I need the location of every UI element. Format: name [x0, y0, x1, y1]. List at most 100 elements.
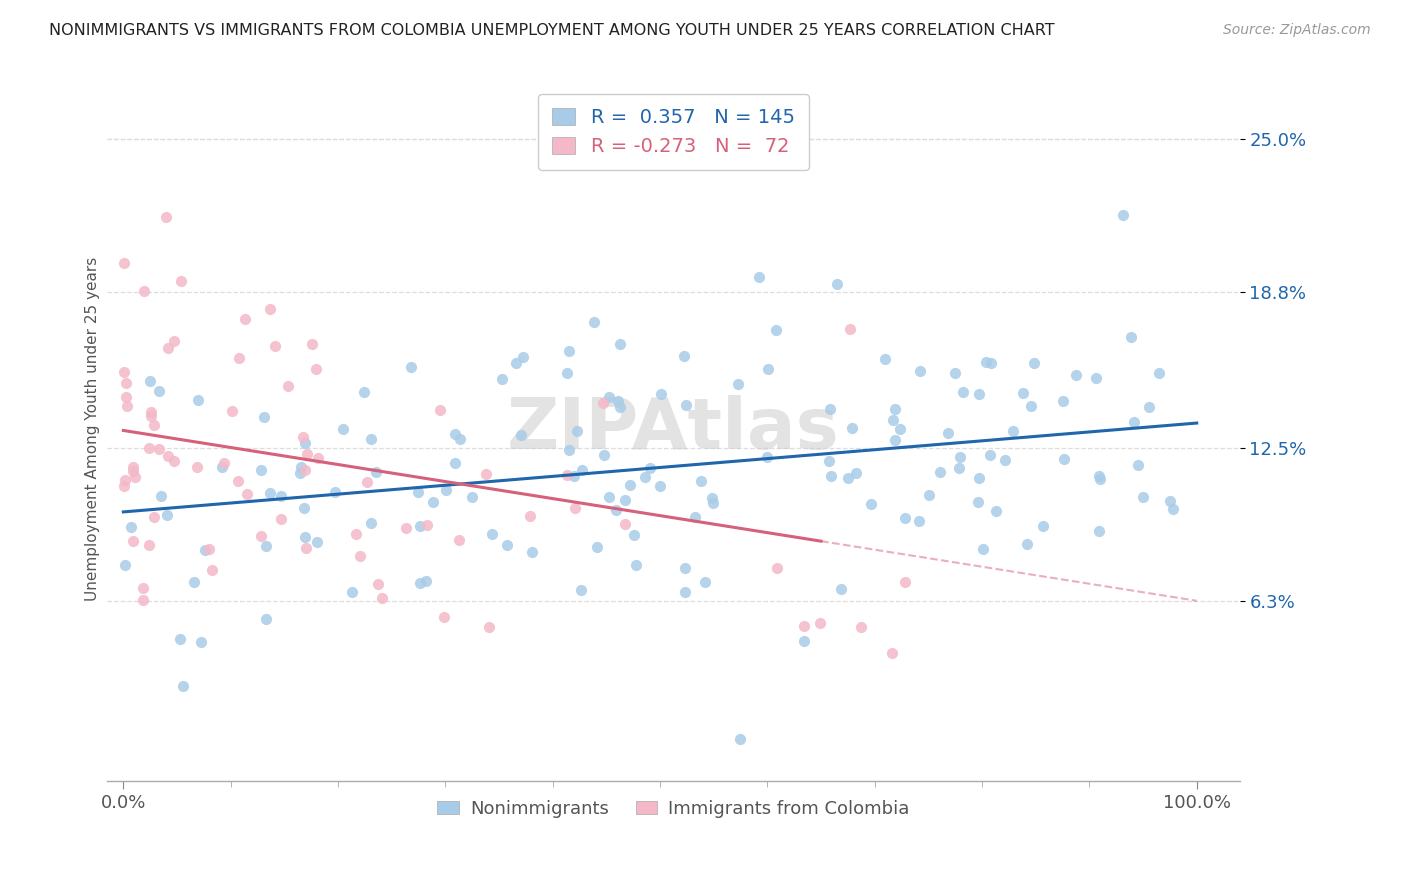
- Point: [233, 312, 256, 326]
- Point: [994, 452, 1017, 467]
- Point: [138, 538, 160, 552]
- Point: [614, 516, 637, 531]
- Point: [132, 581, 155, 595]
- Point: [727, 376, 749, 391]
- Point: [650, 387, 672, 401]
- Point: [928, 465, 950, 479]
- Point: [673, 349, 696, 363]
- Point: [571, 463, 593, 477]
- Point: [818, 454, 841, 468]
- Point: [491, 372, 513, 386]
- Point: [433, 609, 456, 624]
- Point: [163, 334, 186, 348]
- Point: [201, 563, 224, 577]
- Point: [598, 390, 620, 404]
- Point: [851, 620, 873, 634]
- Point: [820, 402, 842, 417]
- Point: [1001, 424, 1024, 438]
- Legend: Nonimmigrants, Immigrants from Colombia: Nonimmigrants, Immigrants from Colombia: [430, 792, 917, 825]
- Point: [156, 449, 179, 463]
- Point: [114, 365, 136, 379]
- Point: [259, 302, 281, 317]
- Point: [675, 398, 697, 412]
- Point: [356, 475, 378, 490]
- Point: [138, 441, 160, 455]
- Point: [859, 497, 882, 511]
- Point: [984, 504, 1007, 518]
- Point: [401, 360, 423, 375]
- Point: [756, 362, 779, 376]
- Point: [169, 274, 191, 288]
- Point: [1121, 330, 1143, 344]
- Point: [1015, 537, 1038, 551]
- Point: [183, 574, 205, 589]
- Point: [236, 487, 259, 501]
- Point: [434, 483, 457, 498]
- Point: [918, 488, 941, 502]
- Point: [948, 461, 970, 475]
- Point: [1132, 490, 1154, 504]
- Point: [371, 591, 394, 605]
- Point: [249, 528, 271, 542]
- Point: [449, 432, 471, 446]
- Point: [841, 421, 863, 435]
- Point: [194, 542, 217, 557]
- Point: [1053, 452, 1076, 467]
- Point: [254, 539, 277, 553]
- Point: [582, 315, 605, 329]
- Point: [943, 366, 966, 380]
- Point: [830, 582, 852, 596]
- Point: [360, 516, 382, 530]
- Point: [938, 425, 960, 440]
- Point: [623, 528, 645, 542]
- Point: [259, 486, 281, 500]
- Point: [505, 356, 527, 370]
- Point: [1123, 415, 1146, 429]
- Point: [305, 535, 328, 549]
- Point: [190, 635, 212, 649]
- Point: [619, 477, 641, 491]
- Point: [555, 468, 578, 483]
- Point: [522, 545, 544, 559]
- Point: [254, 612, 277, 626]
- Point: [884, 402, 907, 417]
- Point: [150, 489, 173, 503]
- Point: [408, 575, 430, 590]
- Point: [1022, 356, 1045, 370]
- Point: [449, 533, 471, 548]
- Point: [808, 615, 831, 630]
- Point: [139, 404, 162, 418]
- Point: [187, 393, 209, 408]
- Y-axis label: Unemployment Among Youth under 25 years: Unemployment Among Youth under 25 years: [86, 257, 100, 601]
- Point: [143, 418, 166, 433]
- Point: [609, 337, 631, 351]
- Point: [1159, 494, 1181, 508]
- Point: [1088, 473, 1111, 487]
- Point: [693, 574, 716, 589]
- Point: [406, 485, 429, 500]
- Point: [592, 395, 614, 409]
- Point: [949, 450, 972, 464]
- Text: Source: ZipAtlas.com: Source: ZipAtlas.com: [1223, 23, 1371, 37]
- Point: [416, 518, 439, 533]
- Point: [112, 479, 135, 493]
- Point: [793, 633, 815, 648]
- Point: [429, 402, 451, 417]
- Point: [683, 509, 706, 524]
- Point: [730, 732, 752, 747]
- Point: [226, 475, 249, 489]
- Point: [114, 558, 136, 572]
- Point: [1032, 518, 1054, 533]
- Point: [325, 485, 347, 500]
- Point: [250, 463, 273, 477]
- Point: [593, 448, 616, 462]
- Point: [295, 541, 318, 556]
- Point: [294, 436, 316, 450]
- Point: [460, 490, 482, 504]
- Point: [882, 413, 904, 427]
- Point: [839, 322, 862, 336]
- Point: [884, 433, 907, 447]
- Point: [134, 284, 156, 298]
- Point: [609, 401, 631, 415]
- Point: [967, 495, 990, 509]
